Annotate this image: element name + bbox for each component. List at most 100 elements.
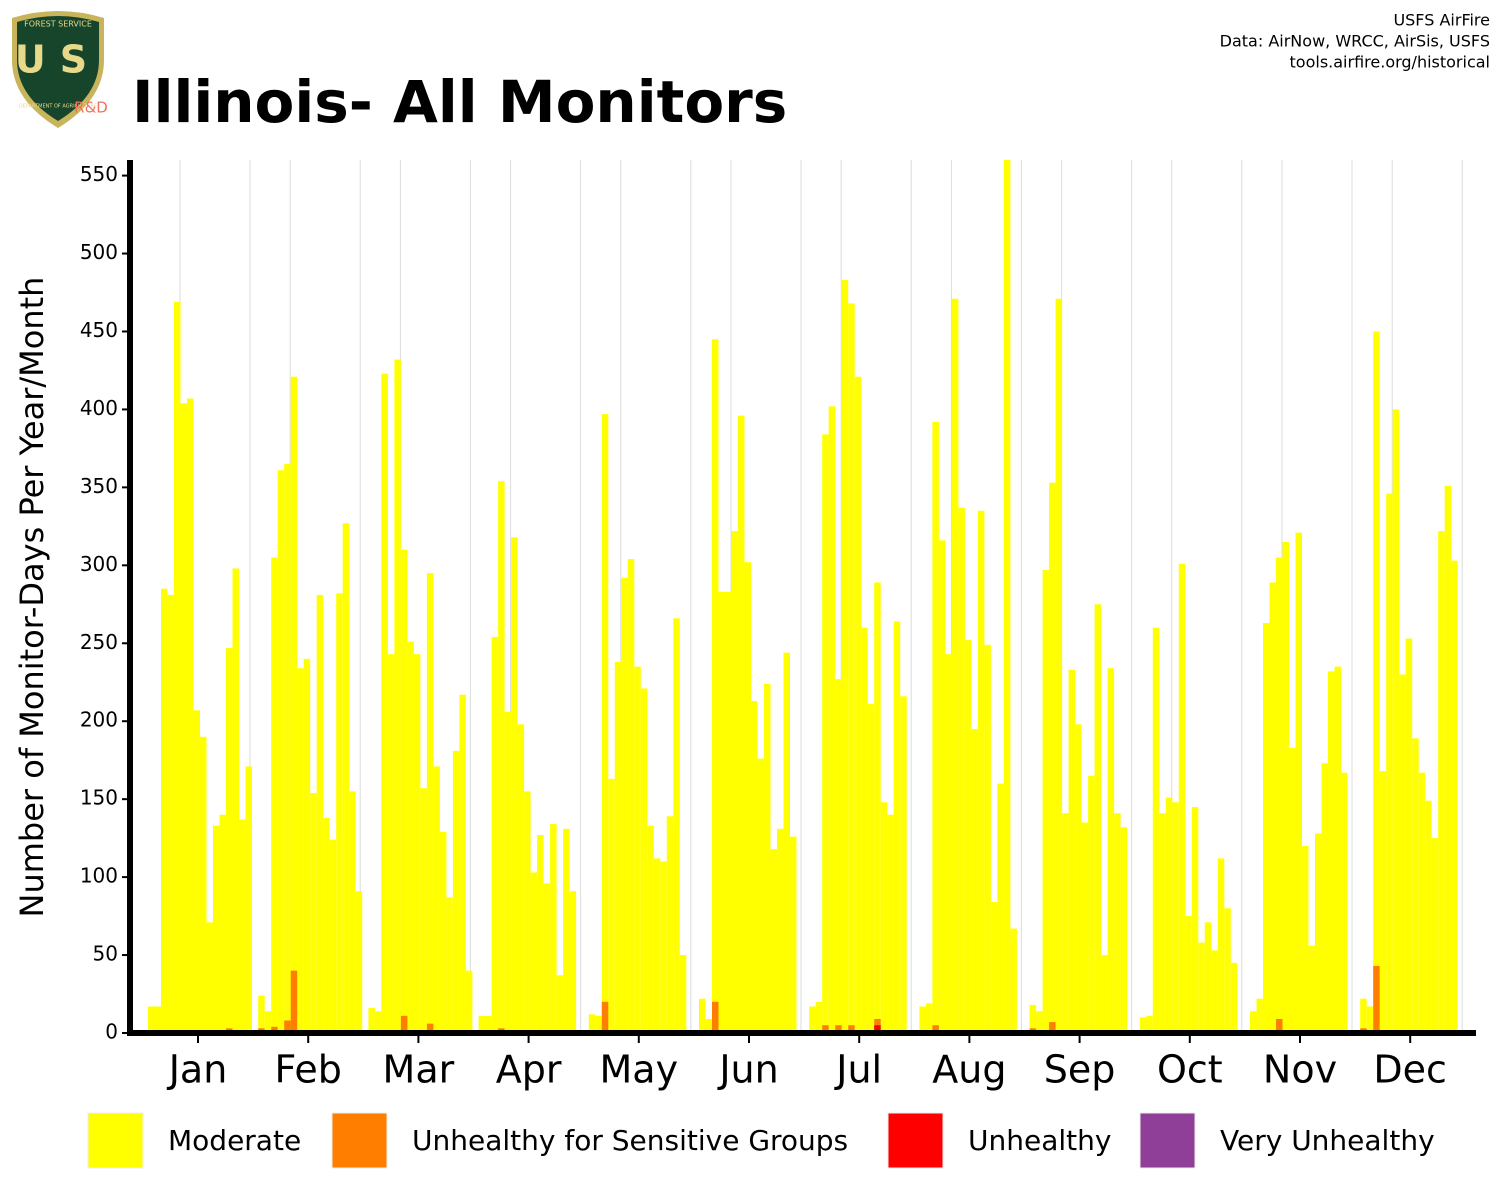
bar xyxy=(1094,604,1102,1033)
bar xyxy=(323,817,330,1033)
x-tick-label: Nov xyxy=(1263,1048,1337,1092)
bar xyxy=(1198,942,1205,1033)
bar xyxy=(563,828,570,1033)
bar xyxy=(1120,827,1128,1033)
bar xyxy=(984,644,991,1033)
bar xyxy=(569,891,577,1033)
bar xyxy=(543,883,551,1033)
legend-swatch xyxy=(1139,1112,1196,1169)
bar xyxy=(738,415,745,1033)
bar xyxy=(1392,409,1400,1033)
bar xyxy=(1282,541,1289,1033)
bar xyxy=(310,792,317,1033)
bar xyxy=(381,373,388,1033)
bar xyxy=(297,668,304,1033)
bar xyxy=(874,1025,881,1033)
bar xyxy=(666,816,674,1033)
bar xyxy=(783,652,790,1033)
bar xyxy=(206,922,213,1033)
bar xyxy=(284,1020,291,1033)
bar xyxy=(1386,493,1393,1033)
bar xyxy=(439,831,447,1033)
bar xyxy=(504,711,512,1033)
x-tick-label: Sep xyxy=(1044,1048,1116,1092)
legend-swatch xyxy=(87,1112,144,1169)
bar xyxy=(1412,738,1419,1033)
bar xyxy=(303,658,311,1033)
bar xyxy=(1366,1006,1374,1033)
x-tick-label: Jul xyxy=(834,1048,882,1092)
y-tick-label: 300 xyxy=(80,552,118,576)
bar xyxy=(180,403,187,1033)
bar xyxy=(1088,775,1095,1033)
bar xyxy=(828,406,836,1034)
bar xyxy=(647,825,654,1033)
bar xyxy=(1049,1022,1056,1033)
x-tick-label: May xyxy=(600,1048,679,1092)
bar xyxy=(1049,482,1056,1033)
bar xyxy=(336,593,343,1033)
bar xyxy=(1328,671,1335,1033)
bar xyxy=(1308,945,1315,1033)
bar xyxy=(524,791,531,1033)
bar xyxy=(1191,806,1199,1033)
bar xyxy=(725,591,732,1033)
bar xyxy=(187,398,194,1033)
bar xyxy=(990,902,998,1033)
bar xyxy=(1295,532,1302,1033)
bar xyxy=(1165,797,1173,1033)
bar xyxy=(1114,813,1121,1033)
bar xyxy=(258,995,265,1033)
bar xyxy=(601,1001,609,1033)
bar xyxy=(822,1025,829,1033)
bar xyxy=(608,778,615,1033)
bar xyxy=(1159,813,1166,1033)
bar xyxy=(426,573,434,1033)
bar xyxy=(413,654,421,1033)
x-tick-label: Mar xyxy=(383,1048,455,1092)
bar xyxy=(1075,724,1082,1033)
bar xyxy=(744,562,751,1033)
bar xyxy=(400,1015,408,1033)
bar xyxy=(919,1006,926,1033)
bar xyxy=(550,824,557,1033)
bar xyxy=(718,591,725,1033)
bar xyxy=(433,766,440,1033)
bar xyxy=(1360,998,1367,1033)
bar xyxy=(964,640,972,1033)
credit: USFS AirFire xyxy=(1393,11,1490,30)
bar xyxy=(174,301,181,1033)
x-tick-label: Apr xyxy=(496,1048,562,1092)
bar xyxy=(232,568,239,1033)
bar xyxy=(1055,298,1063,1033)
bar xyxy=(1451,560,1458,1033)
bar xyxy=(1256,998,1263,1033)
bar xyxy=(951,298,959,1033)
bar xyxy=(394,359,401,1033)
bar xyxy=(601,414,609,1033)
bar xyxy=(874,582,881,1033)
bar xyxy=(290,970,298,1033)
legend-label: Unhealthy for Sensitive Groups xyxy=(412,1124,848,1157)
bar xyxy=(712,339,719,1033)
bar xyxy=(977,510,985,1034)
x-tick-label: Oct xyxy=(1157,1048,1223,1092)
bar xyxy=(148,1006,155,1033)
bar xyxy=(498,481,505,1033)
bar xyxy=(835,679,842,1033)
bar xyxy=(1276,557,1283,1033)
bar xyxy=(777,828,784,1033)
bar xyxy=(621,577,628,1033)
bar xyxy=(407,641,414,1033)
bar xyxy=(1081,822,1089,1033)
bar xyxy=(790,836,797,1033)
bar xyxy=(1269,582,1276,1033)
bar xyxy=(1146,1015,1153,1033)
bar xyxy=(1036,1011,1043,1033)
bar xyxy=(342,523,350,1033)
y-axis-label: Number of Monitor-Days Per Year/Month xyxy=(13,277,51,918)
bar xyxy=(848,303,855,1034)
bar xyxy=(835,1025,842,1033)
bar xyxy=(446,897,453,1033)
bar xyxy=(1101,955,1108,1033)
